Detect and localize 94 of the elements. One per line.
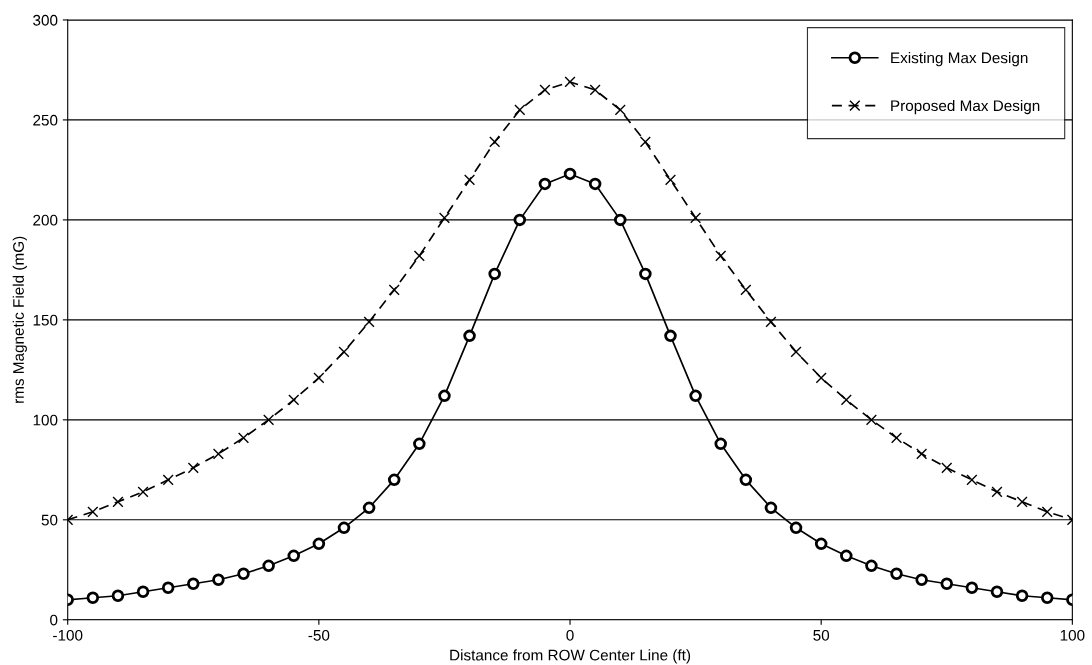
- point: [187, 462, 199, 474]
- point: [840, 549, 853, 563]
- point: [463, 329, 476, 343]
- point: [288, 394, 300, 406]
- point: [965, 581, 979, 595]
- point: [212, 448, 224, 460]
- point: [111, 589, 125, 603]
- point: [312, 537, 326, 551]
- point: [162, 474, 174, 486]
- point: [438, 212, 451, 224]
- point: [890, 432, 903, 444]
- point: [539, 84, 551, 96]
- y-tick-label: 0: [50, 614, 58, 626]
- y-tick-label: 250: [33, 114, 58, 126]
- point: [689, 389, 702, 403]
- point: [262, 559, 275, 573]
- x-tick-label: 0: [566, 629, 574, 641]
- point: [489, 136, 501, 148]
- point: [137, 486, 149, 498]
- legend-label: Existing Max Design: [891, 52, 1028, 67]
- point: [588, 177, 602, 191]
- point: [890, 567, 903, 581]
- point: [639, 267, 652, 281]
- point: [161, 581, 175, 595]
- point: [664, 174, 677, 186]
- legend-label: Proposed Max Design: [891, 99, 1040, 115]
- point: [564, 76, 576, 88]
- point: [337, 521, 351, 535]
- point: [387, 473, 401, 487]
- x-tick-label: 100: [1060, 629, 1085, 641]
- point: [966, 474, 978, 486]
- point: [313, 372, 325, 384]
- point: [814, 537, 828, 551]
- point: [865, 414, 877, 426]
- x-tick-label: -50: [308, 629, 330, 641]
- y-tick-label: 50: [41, 514, 58, 526]
- point: [1015, 589, 1029, 603]
- point: [488, 267, 501, 281]
- point: [237, 567, 250, 581]
- point: [764, 501, 778, 515]
- y-axis-title: rms Magnetic Field (mG): [12, 236, 27, 403]
- point: [916, 448, 928, 460]
- point: [1040, 591, 1054, 605]
- point: [513, 213, 527, 227]
- y-tick-label: 150: [33, 314, 58, 326]
- point: [287, 549, 300, 563]
- x-tick-label: -100: [53, 629, 83, 641]
- point: [865, 559, 878, 573]
- point: [715, 250, 727, 262]
- point: [840, 394, 852, 406]
- point: [362, 501, 376, 515]
- point: [639, 136, 651, 148]
- point: [714, 437, 727, 451]
- point: [765, 316, 777, 328]
- point: [740, 284, 752, 296]
- point: [614, 213, 627, 227]
- point: [87, 506, 99, 518]
- y-tick-label: 100: [33, 414, 58, 426]
- point: [413, 437, 426, 451]
- point: [690, 212, 702, 224]
- point: [363, 316, 375, 328]
- point: [563, 167, 577, 181]
- point: [664, 329, 677, 343]
- point: [388, 284, 400, 296]
- point: [263, 414, 275, 426]
- point: [940, 577, 954, 591]
- point: [1041, 506, 1053, 518]
- point: [790, 346, 802, 358]
- point: [990, 585, 1004, 599]
- point: [614, 104, 626, 116]
- point: [237, 432, 250, 444]
- point: [136, 585, 150, 599]
- point: [1016, 496, 1028, 508]
- point: [915, 573, 928, 587]
- x-tick-label: 50: [813, 629, 830, 641]
- point: [538, 177, 552, 191]
- y-tick-label: 200: [33, 214, 58, 226]
- point: [464, 174, 476, 186]
- point: [815, 372, 827, 384]
- point: [413, 250, 425, 262]
- point: [514, 104, 526, 116]
- y-tick-label: 300: [33, 14, 58, 26]
- point: [789, 521, 803, 535]
- point: [438, 389, 451, 403]
- point: [991, 486, 1003, 498]
- point: [589, 84, 601, 96]
- point: [86, 591, 100, 605]
- point: [212, 573, 225, 587]
- point: [739, 473, 753, 487]
- point: [187, 577, 200, 591]
- point: [112, 496, 124, 508]
- x-axis-title: Distance from ROW Center Line (ft): [450, 649, 691, 664]
- point: [338, 346, 350, 358]
- point: [941, 462, 953, 474]
